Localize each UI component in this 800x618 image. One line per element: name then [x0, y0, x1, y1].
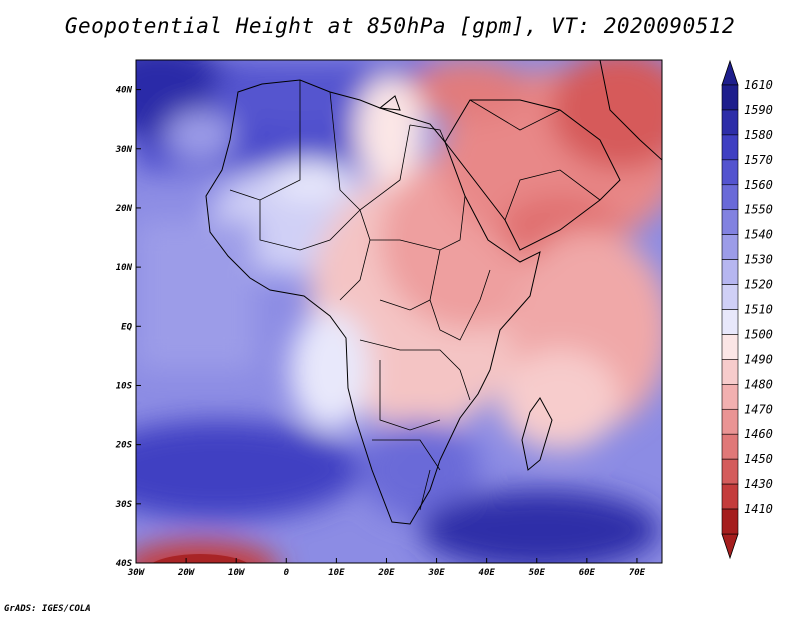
colorbar-label: 1480: [744, 377, 773, 391]
x-tick-label: 30W: [127, 568, 146, 578]
colorbar-label: 1520: [744, 278, 773, 292]
colorbar-swatch: [721, 159, 739, 186]
colorbar-swatch: [721, 408, 739, 435]
colorbar-swatch: [721, 508, 739, 535]
colorbar-label: 1510: [744, 303, 773, 317]
colorbar-label: 1430: [744, 477, 773, 491]
colorbar-label: 1550: [744, 203, 773, 217]
colorbar-swatch: [721, 184, 739, 211]
x-tick-label: 40E: [479, 568, 496, 578]
colorbar: 1610 1590 1580 1570 1560 1550 1540 1530 1520 1510…: [721, 59, 773, 560]
y-tick-label: 10S: [116, 381, 133, 391]
colorbar-swatch: [721, 359, 739, 385]
colorbar-label: 1490: [744, 352, 773, 366]
colorbar-swatch: [721, 109, 739, 136]
grads-credit: GrADS: IGES/COLA: [4, 604, 91, 614]
colorbar-label: 1580: [744, 128, 773, 142]
y-tick-label: EQ: [121, 322, 132, 332]
chart-title: Geopotential Height at 850hPa [gpm], VT:…: [64, 14, 736, 38]
y-axis: 40N 30N 20N 10N EQ 10S 20S 30S 40S: [115, 86, 141, 569]
colorbar-label: 1560: [744, 178, 773, 192]
colorbar-swatch: [721, 234, 739, 260]
colorbar-bottom-arrow: [721, 533, 739, 560]
map-frame: [135, 59, 663, 564]
colorbar-top-arrow: [721, 59, 739, 86]
y-tick-label: 20N: [115, 204, 133, 214]
x-tick-label: 20W: [177, 568, 196, 578]
colorbar-label: 1500: [744, 327, 773, 341]
colorbar-swatch: [721, 134, 739, 161]
y-tick-label: 30S: [115, 500, 133, 510]
colorbar-swatch: [721, 259, 739, 285]
coastlines: [205, 60, 662, 525]
colorbar-swatch: [721, 433, 739, 460]
x-tick-label: 60E: [579, 568, 596, 578]
y-tick-label: 30N: [115, 145, 133, 155]
colorbar-swatch: [721, 84, 739, 111]
colorbar-swatch: [721, 483, 739, 510]
colorbar-label: 1450: [744, 452, 773, 466]
x-tick-label: 70E: [629, 568, 646, 578]
height-field: [136, 60, 662, 563]
colorbar-swatch: [721, 384, 739, 410]
x-tick-label: 20E: [377, 568, 395, 578]
colorbar-label: 1610: [744, 78, 773, 92]
colorbar-label: 1530: [744, 253, 773, 267]
colorbar-swatch: [721, 334, 739, 360]
x-axis: 30W 20W 10W 0 10E 20E 30E 40E 50E 60E 70E: [127, 558, 646, 578]
y-tick-label: 40S: [116, 559, 133, 569]
colorbar-label: 1590: [744, 103, 773, 117]
colorbar-label: 1410: [744, 502, 773, 516]
y-tick-label: 10N: [116, 263, 133, 273]
y-tick-label: 20S: [115, 441, 133, 451]
y-tick-label: 40N: [116, 86, 133, 96]
x-tick-label: 10E: [328, 568, 345, 578]
x-tick-label: 10W: [228, 568, 246, 578]
colorbar-label: 1460: [744, 427, 773, 441]
x-tick-label: 50E: [529, 568, 546, 578]
colorbar-label: 1540: [744, 228, 773, 242]
country-borders: [229, 80, 601, 511]
colorbar-swatch: [721, 209, 739, 235]
colorbar-swatch: [721, 458, 739, 485]
colorbar-label: 1570: [744, 153, 773, 167]
x-tick-label: 0: [284, 568, 290, 578]
colorbar-swatch: [721, 284, 739, 310]
colorbar-swatch: [721, 309, 739, 335]
x-tick-label: 30E: [427, 568, 445, 578]
colorbar-label: 1470: [744, 402, 773, 416]
